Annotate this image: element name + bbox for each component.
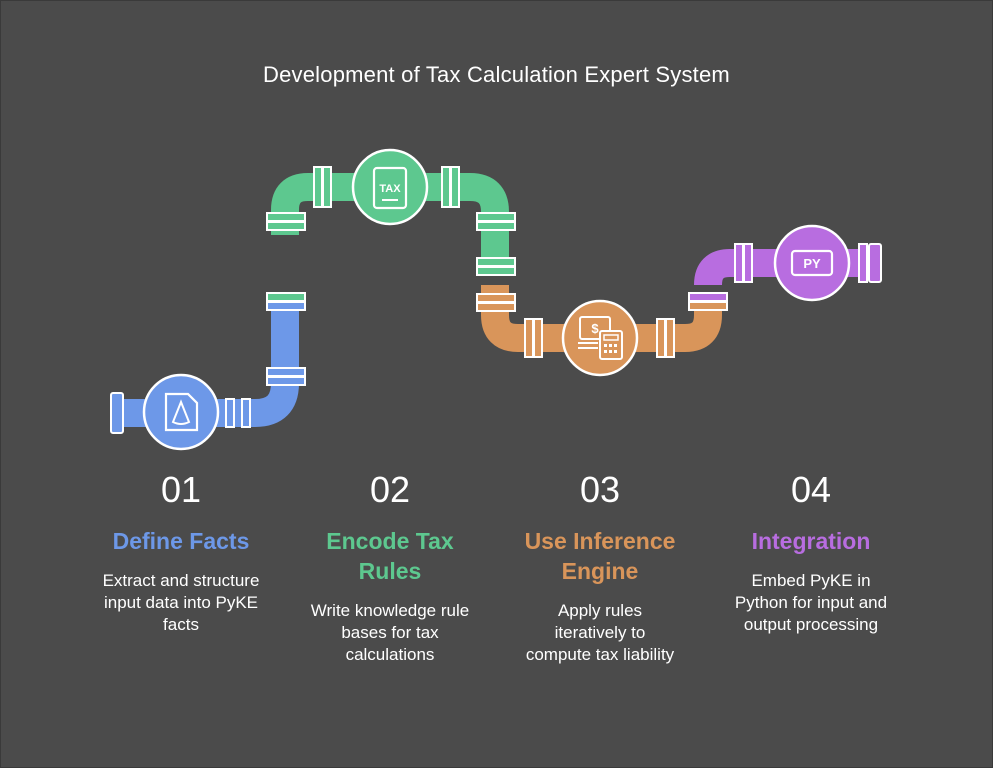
- description-line: bases for tax: [341, 623, 439, 642]
- description-line: iteratively to: [554, 623, 646, 642]
- py-icon-text: PY: [803, 256, 821, 271]
- heading-line: Integration: [751, 528, 871, 554]
- description-line: Write knowledge rule: [310, 601, 470, 620]
- description-line: calculations: [345, 645, 435, 664]
- step-description: Embed PyKE in Python for input and outpu…: [706, 570, 916, 636]
- tax-document-icon: TAX: [351, 148, 429, 226]
- description-line: output processing: [743, 615, 879, 634]
- python-file-icon: PY: [773, 224, 851, 302]
- description-line: Apply rules: [557, 601, 643, 620]
- description-line: input data into PyKE: [103, 593, 259, 612]
- description-line: Extract and structure: [102, 571, 260, 590]
- step-3: 03 Use Inference Engine Apply rules iter…: [495, 468, 705, 666]
- step-description: Apply rules iteratively to compute tax l…: [495, 600, 705, 666]
- description-line: compute tax liability: [525, 645, 675, 664]
- heading-line: Engine: [561, 558, 639, 584]
- step-heading: Define Facts: [76, 526, 286, 556]
- description-line: facts: [163, 615, 199, 634]
- step-heading: Use Inference Engine: [495, 526, 705, 586]
- heading-line: Define Facts: [112, 528, 250, 554]
- step-4: 04 Integration Embed PyKE in Python for …: [706, 468, 916, 636]
- money-calculator-icon: $: [561, 299, 639, 377]
- diagram-title: Development of Tax Calculation Expert Sy…: [263, 62, 730, 87]
- step-number: 01: [160, 469, 202, 510]
- step-number: 03: [579, 469, 621, 510]
- step-heading: Integration: [706, 526, 916, 556]
- heading-line: Encode Tax: [326, 528, 454, 554]
- document-shape-icon: [142, 373, 220, 451]
- step-description: Write knowledge rule bases for tax calcu…: [285, 600, 495, 666]
- heading-line: Use Inference: [524, 528, 676, 554]
- description-line: Python for input and: [734, 593, 888, 612]
- description-line: Embed PyKE in: [751, 571, 871, 590]
- pipe-segment-blue: [110, 300, 306, 434]
- pipe-segment-purple: [688, 243, 882, 305]
- step-1: 01 Define Facts Extract and structure in…: [76, 468, 286, 636]
- step-heading: Encode Tax Rules: [285, 526, 495, 586]
- step-description: Extract and structure input data into Py…: [76, 570, 286, 636]
- step-2: 02 Encode Tax Rules Write knowledge rule…: [285, 468, 495, 666]
- step-number: 04: [790, 469, 832, 510]
- heading-line: Rules: [358, 558, 422, 584]
- step-number: 02: [369, 469, 411, 510]
- svg-text:$: $: [591, 321, 599, 336]
- tax-icon-text: TAX: [379, 183, 401, 195]
